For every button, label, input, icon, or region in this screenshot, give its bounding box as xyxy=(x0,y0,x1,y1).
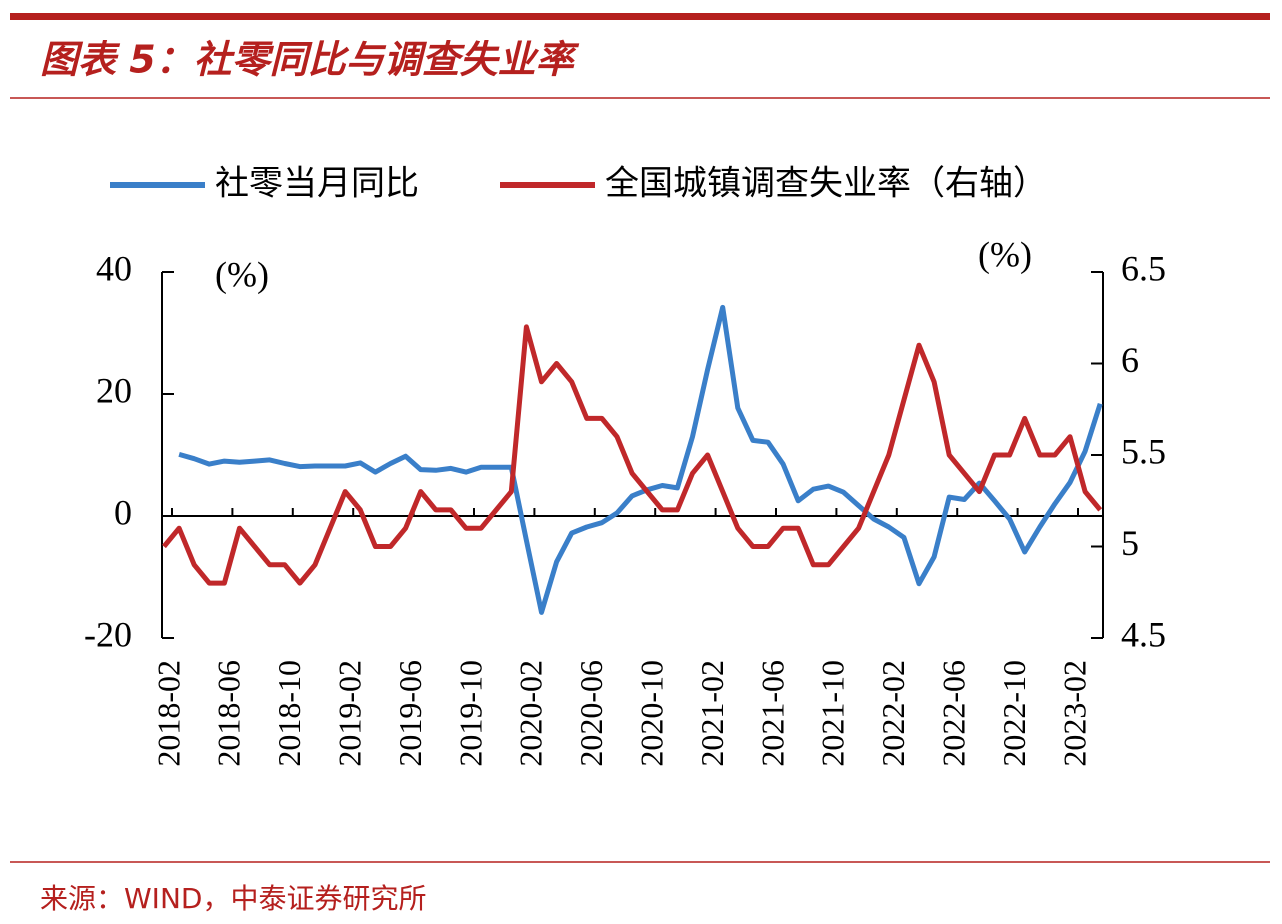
x-tick-label: 2020-06 xyxy=(573,660,609,767)
legend-label: 社零当月同比 xyxy=(215,164,419,204)
source: 来源：WIND，中泰证券研究所 xyxy=(40,882,426,915)
series-line xyxy=(178,304,1103,615)
x-tick-label: 2021-10 xyxy=(815,660,851,767)
y2-tick-label: 4.5 xyxy=(1121,614,1166,654)
y-tick-label: 40 xyxy=(96,248,132,288)
x-tick-label: 2023-02 xyxy=(1056,660,1092,767)
y-tick-label: 20 xyxy=(96,370,132,410)
x-tick-label: 2022-02 xyxy=(875,660,911,767)
y2-tick-label: 6 xyxy=(1121,340,1139,380)
y-tick-label: -20 xyxy=(84,614,132,654)
legend-label: 全国城镇调查失业率（右轴） xyxy=(605,164,1047,204)
top-bar xyxy=(10,13,1270,20)
x-tick-label: 2019-10 xyxy=(452,660,488,767)
x-tick-label: 2018-06 xyxy=(211,660,247,767)
y-tick-label: 0 xyxy=(114,492,132,532)
x-tick-label: 2018-10 xyxy=(271,660,307,767)
x-tick-label: 2019-02 xyxy=(332,660,368,767)
x-tick-label: 2020-02 xyxy=(513,660,549,767)
y-unit: (%) xyxy=(215,254,269,294)
y2-unit: (%) xyxy=(978,234,1032,274)
y2-tick-label: 5 xyxy=(1121,523,1139,563)
x-tick-label: 2020-10 xyxy=(634,660,670,767)
x-tick-label: 2019-06 xyxy=(392,660,428,767)
x-tick-label: 2021-06 xyxy=(754,660,790,767)
x-tick-label: 2022-10 xyxy=(996,660,1032,767)
y2-tick-label: 6.5 xyxy=(1121,248,1166,288)
chart-title: 图表 5：社零同比与调查失业率 xyxy=(40,38,580,82)
series-line xyxy=(162,324,1103,586)
x-tick-label: 2021-02 xyxy=(694,660,730,767)
x-tick-label: 2018-02 xyxy=(150,660,186,767)
x-tick-label: 2022-06 xyxy=(936,660,972,767)
y2-tick-label: 5.5 xyxy=(1121,431,1166,471)
